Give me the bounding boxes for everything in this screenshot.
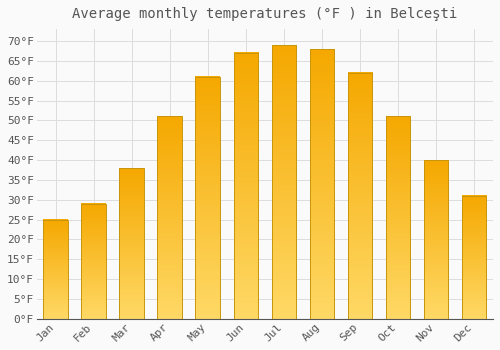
Bar — [82, 204, 106, 319]
Bar — [44, 220, 68, 319]
Bar — [424, 160, 448, 319]
Bar — [462, 196, 486, 319]
Bar — [310, 49, 334, 319]
Title: Average monthly temperatures (°F ) in Belceşti: Average monthly temperatures (°F ) in Be… — [72, 7, 458, 21]
Bar — [348, 73, 372, 319]
Bar — [158, 117, 182, 319]
Bar — [196, 77, 220, 319]
Bar — [386, 117, 410, 319]
Bar — [234, 53, 258, 319]
Bar — [272, 45, 296, 319]
Bar — [120, 168, 144, 319]
